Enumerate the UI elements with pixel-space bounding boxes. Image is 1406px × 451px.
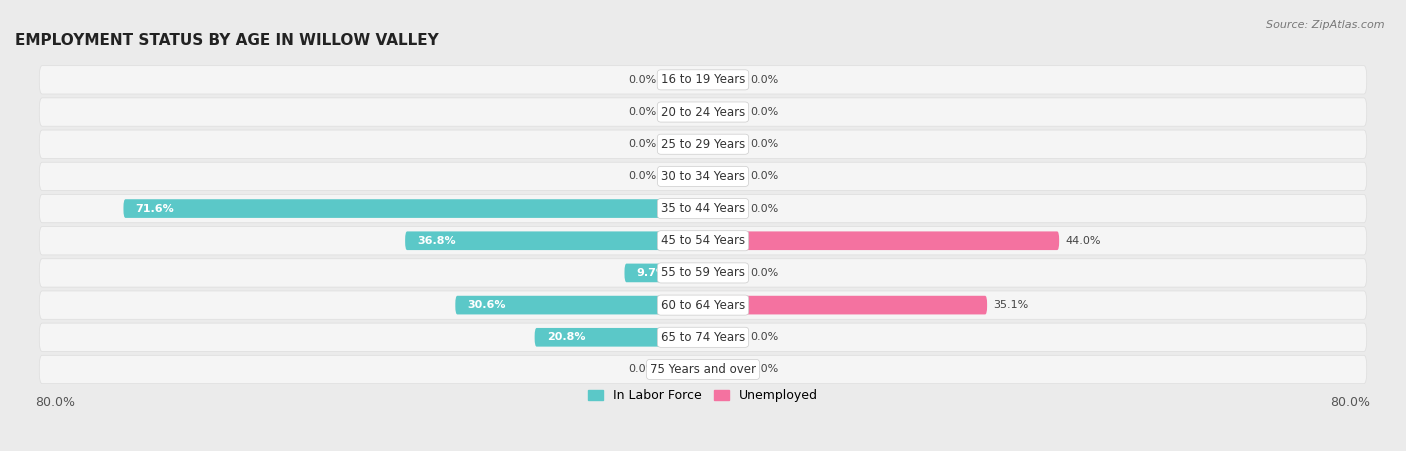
Text: 0.0%: 0.0%: [628, 139, 657, 149]
Text: 9.7%: 9.7%: [637, 268, 668, 278]
FancyBboxPatch shape: [39, 323, 1367, 351]
Text: 44.0%: 44.0%: [1066, 236, 1101, 246]
FancyBboxPatch shape: [703, 103, 744, 121]
Text: Source: ZipAtlas.com: Source: ZipAtlas.com: [1267, 20, 1385, 30]
Text: 20.8%: 20.8%: [547, 332, 585, 342]
Text: 45 to 54 Years: 45 to 54 Years: [661, 234, 745, 247]
Text: 0.0%: 0.0%: [749, 268, 778, 278]
FancyBboxPatch shape: [39, 66, 1367, 94]
FancyBboxPatch shape: [39, 291, 1367, 319]
FancyBboxPatch shape: [703, 135, 744, 153]
FancyBboxPatch shape: [662, 167, 703, 186]
FancyBboxPatch shape: [39, 355, 1367, 384]
FancyBboxPatch shape: [662, 360, 703, 379]
Text: EMPLOYMENT STATUS BY AGE IN WILLOW VALLEY: EMPLOYMENT STATUS BY AGE IN WILLOW VALLE…: [15, 33, 439, 48]
FancyBboxPatch shape: [405, 231, 703, 250]
FancyBboxPatch shape: [703, 360, 744, 379]
Text: 0.0%: 0.0%: [749, 203, 778, 214]
Text: 30.6%: 30.6%: [467, 300, 506, 310]
FancyBboxPatch shape: [624, 263, 703, 282]
Text: 35.1%: 35.1%: [994, 300, 1029, 310]
FancyBboxPatch shape: [703, 231, 1059, 250]
Text: 0.0%: 0.0%: [749, 332, 778, 342]
FancyBboxPatch shape: [703, 70, 744, 89]
FancyBboxPatch shape: [39, 259, 1367, 287]
Text: 30 to 34 Years: 30 to 34 Years: [661, 170, 745, 183]
Text: 20 to 24 Years: 20 to 24 Years: [661, 106, 745, 119]
FancyBboxPatch shape: [39, 162, 1367, 190]
Text: 60 to 64 Years: 60 to 64 Years: [661, 299, 745, 312]
FancyBboxPatch shape: [456, 296, 703, 314]
Text: 0.0%: 0.0%: [628, 364, 657, 374]
FancyBboxPatch shape: [662, 70, 703, 89]
Text: 25 to 29 Years: 25 to 29 Years: [661, 138, 745, 151]
Text: 0.0%: 0.0%: [749, 75, 778, 85]
FancyBboxPatch shape: [662, 103, 703, 121]
Text: 65 to 74 Years: 65 to 74 Years: [661, 331, 745, 344]
Text: 16 to 19 Years: 16 to 19 Years: [661, 74, 745, 86]
FancyBboxPatch shape: [39, 194, 1367, 223]
Text: 0.0%: 0.0%: [628, 75, 657, 85]
Text: 36.8%: 36.8%: [418, 236, 456, 246]
Text: 0.0%: 0.0%: [749, 107, 778, 117]
FancyBboxPatch shape: [39, 130, 1367, 158]
Text: 35 to 44 Years: 35 to 44 Years: [661, 202, 745, 215]
FancyBboxPatch shape: [534, 328, 703, 347]
FancyBboxPatch shape: [39, 98, 1367, 126]
FancyBboxPatch shape: [703, 328, 744, 347]
Text: 75 Years and over: 75 Years and over: [650, 363, 756, 376]
Text: 0.0%: 0.0%: [749, 171, 778, 181]
FancyBboxPatch shape: [124, 199, 703, 218]
Text: 0.0%: 0.0%: [628, 171, 657, 181]
Legend: In Labor Force, Unemployed: In Labor Force, Unemployed: [583, 384, 823, 407]
FancyBboxPatch shape: [703, 167, 744, 186]
Text: 0.0%: 0.0%: [749, 139, 778, 149]
FancyBboxPatch shape: [39, 226, 1367, 255]
FancyBboxPatch shape: [703, 296, 987, 314]
Text: 71.6%: 71.6%: [135, 203, 174, 214]
FancyBboxPatch shape: [703, 263, 744, 282]
Text: 55 to 59 Years: 55 to 59 Years: [661, 267, 745, 280]
FancyBboxPatch shape: [703, 199, 744, 218]
Text: 0.0%: 0.0%: [749, 364, 778, 374]
Text: 0.0%: 0.0%: [628, 107, 657, 117]
FancyBboxPatch shape: [662, 135, 703, 153]
